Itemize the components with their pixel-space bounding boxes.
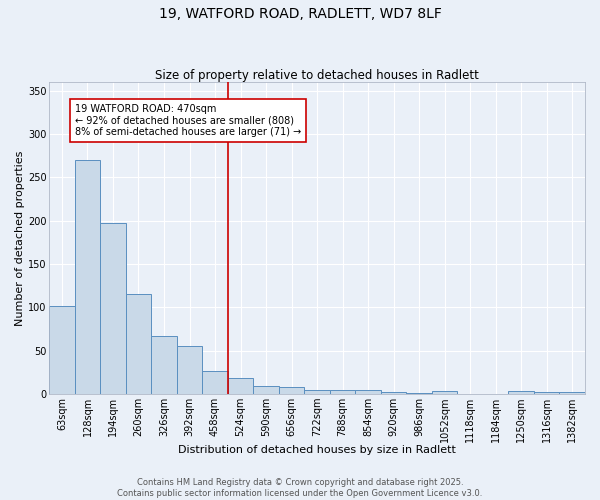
- Y-axis label: Number of detached properties: Number of detached properties: [15, 150, 25, 326]
- Bar: [330, 390, 355, 394]
- Bar: [508, 392, 534, 394]
- Bar: [304, 390, 330, 394]
- Bar: [151, 336, 177, 394]
- Title: Size of property relative to detached houses in Radlett: Size of property relative to detached ho…: [155, 69, 479, 82]
- Bar: [559, 392, 585, 394]
- Text: 19 WATFORD ROAD: 470sqm
← 92% of detached houses are smaller (808)
8% of semi-de: 19 WATFORD ROAD: 470sqm ← 92% of detache…: [74, 104, 301, 137]
- Bar: [534, 392, 559, 394]
- Bar: [177, 346, 202, 394]
- Bar: [202, 372, 228, 394]
- Text: Contains HM Land Registry data © Crown copyright and database right 2025.
Contai: Contains HM Land Registry data © Crown c…: [118, 478, 482, 498]
- X-axis label: Distribution of detached houses by size in Radlett: Distribution of detached houses by size …: [178, 445, 456, 455]
- Bar: [406, 393, 432, 394]
- Bar: [74, 160, 100, 394]
- Bar: [228, 378, 253, 394]
- Bar: [279, 387, 304, 394]
- Bar: [100, 223, 126, 394]
- Bar: [49, 306, 74, 394]
- Bar: [253, 386, 279, 394]
- Bar: [355, 390, 381, 394]
- Bar: [381, 392, 406, 394]
- Text: 19, WATFORD ROAD, RADLETT, WD7 8LF: 19, WATFORD ROAD, RADLETT, WD7 8LF: [158, 8, 442, 22]
- Bar: [432, 392, 457, 394]
- Bar: [126, 294, 151, 394]
